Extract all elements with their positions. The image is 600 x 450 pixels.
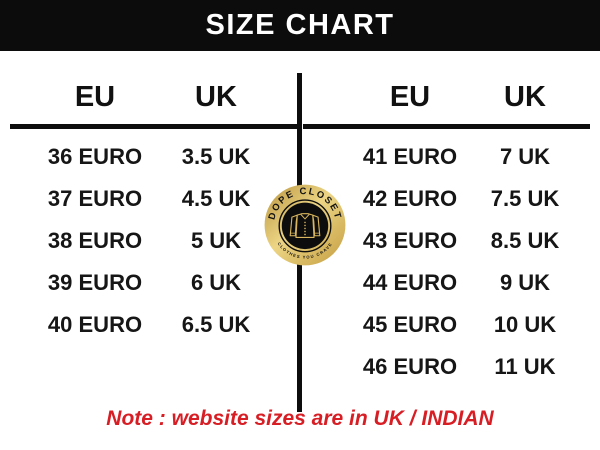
table-row: 43 EURO 8.5 UK (310, 220, 600, 262)
eu-size-value: 38 EURO (47, 228, 143, 253)
uk-size-value: 9 UK (499, 270, 551, 295)
eu-size-value: 40 EURO (47, 312, 143, 337)
uk-size-value: 10 UK (493, 312, 557, 337)
eu-size-value: 37 EURO (47, 186, 143, 211)
left-uk-header: UK (195, 80, 237, 113)
left-header-rule (10, 124, 297, 129)
header-bar: SIZE CHART (0, 0, 600, 51)
dope-closet-logo: DOPE CLOSET CLOTHES YOU CRAVE (264, 184, 346, 266)
uk-size-value: 6.5 UK (181, 312, 251, 337)
table-row: 36 EURO 3.5 UK (0, 136, 298, 178)
right-header-rule (303, 124, 590, 129)
uk-size-value: 7 UK (499, 144, 551, 169)
eu-size-value: 46 EURO (362, 354, 458, 379)
eu-size-value: 43 EURO (362, 228, 458, 253)
eu-size-value: 45 EURO (362, 312, 458, 337)
uk-size-value: 11 UK (494, 354, 556, 379)
eu-size-value: 36 EURO (47, 144, 143, 169)
uk-size-value: 7.5 UK (490, 186, 560, 211)
eu-size-value: 44 EURO (362, 270, 458, 295)
left-size-table: 36 EURO 3.5 UK 37 EURO 4.5 UK 38 EURO 5 … (0, 136, 298, 346)
table-row: 41 EURO 7 UK (310, 136, 600, 178)
right-uk-header: UK (504, 80, 546, 113)
logo-inner-ring (278, 199, 332, 253)
eu-size-value: 41 EURO (362, 144, 458, 169)
jacket-icon (289, 213, 321, 239)
uk-size-value: 4.5 UK (181, 186, 251, 211)
table-row: 45 EURO 10 UK (310, 304, 600, 346)
right-eu-header: EU (389, 80, 431, 113)
table-row: 40 EURO 6.5 UK (0, 304, 298, 346)
table-row: 46 EURO 11 UK (310, 346, 600, 388)
uk-size-value: 3.5 UK (181, 144, 251, 169)
eu-size-value: 39 EURO (47, 270, 143, 295)
uk-size-value: 5 UK (190, 228, 242, 253)
table-row: 39 EURO 6 UK (0, 262, 298, 304)
uk-size-value: 8.5 UK (490, 228, 560, 253)
table-row: 37 EURO 4.5 UK (0, 178, 298, 220)
page-title: SIZE CHART (205, 9, 395, 41)
right-size-table: 41 EURO 7 UK 42 EURO 7.5 UK 43 EURO 8.5 … (310, 136, 600, 388)
eu-size-value: 42 EURO (362, 186, 458, 211)
uk-size-value: 6 UK (190, 270, 242, 295)
table-row: 44 EURO 9 UK (310, 262, 600, 304)
left-eu-header: EU (74, 80, 116, 113)
size-note: Note : website sizes are in UK / INDIAN (106, 407, 494, 430)
table-row: 38 EURO 5 UK (0, 220, 298, 262)
table-row: 42 EURO 7.5 UK (310, 178, 600, 220)
